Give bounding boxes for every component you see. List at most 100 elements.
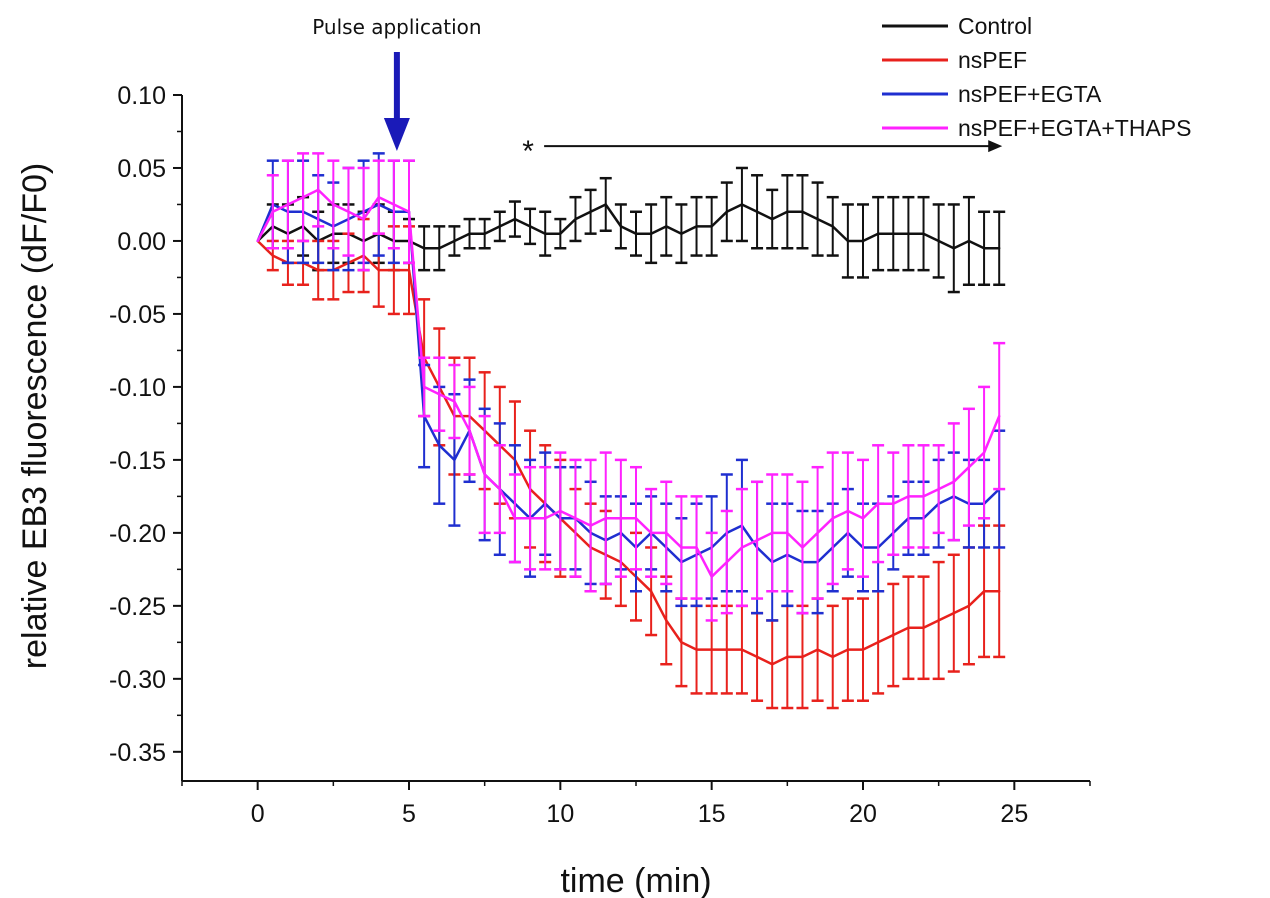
data-point bbox=[846, 648, 850, 651]
data-point bbox=[816, 217, 819, 221]
data-point bbox=[952, 480, 955, 483]
data-point bbox=[256, 239, 259, 243]
data-point bbox=[846, 239, 850, 243]
data-point bbox=[574, 517, 577, 520]
series-line bbox=[256, 203, 1001, 564]
legend-label: nsPEF+EGTA bbox=[958, 81, 1102, 107]
series-nspef-egta-thaps bbox=[256, 152, 1006, 622]
data-point bbox=[831, 517, 834, 520]
data-point bbox=[952, 611, 955, 615]
data-point bbox=[362, 217, 365, 221]
data-point bbox=[876, 641, 880, 644]
data-point bbox=[271, 254, 274, 257]
data-point bbox=[649, 590, 653, 593]
y-tick-label: -0.10 bbox=[109, 374, 166, 402]
data-point bbox=[755, 210, 759, 213]
y-tick-label: -0.15 bbox=[109, 447, 166, 475]
data-point bbox=[377, 268, 380, 272]
data-point bbox=[922, 626, 925, 629]
data-point bbox=[695, 648, 698, 651]
data-point bbox=[680, 641, 683, 644]
y-tick-label: 0.00 bbox=[117, 228, 166, 256]
data-point bbox=[725, 210, 728, 213]
series-control bbox=[256, 166, 1006, 294]
data-point bbox=[771, 531, 774, 535]
x-tick-label: 20 bbox=[849, 800, 877, 828]
data-point bbox=[892, 502, 895, 505]
x-tick-label: 10 bbox=[546, 800, 574, 828]
data-point bbox=[786, 531, 789, 535]
data-point bbox=[498, 225, 501, 228]
data-point bbox=[589, 210, 592, 213]
legend-label: nsPEF+EGTA+THAPS bbox=[958, 115, 1191, 141]
data-point bbox=[937, 487, 940, 491]
annotations: Pulse application * bbox=[312, 15, 1003, 168]
data-point bbox=[407, 210, 411, 213]
data-point bbox=[892, 232, 895, 235]
data-point bbox=[801, 546, 804, 549]
data-point bbox=[771, 217, 774, 221]
data-point bbox=[937, 619, 940, 622]
data-point bbox=[740, 546, 744, 549]
data-point bbox=[271, 210, 274, 213]
series-layer bbox=[256, 152, 1006, 710]
data-point bbox=[907, 495, 910, 498]
data-point bbox=[786, 210, 789, 213]
data-point bbox=[438, 444, 441, 447]
series-line bbox=[256, 188, 1001, 578]
data-point bbox=[649, 531, 653, 535]
data-point bbox=[422, 385, 426, 389]
data-point bbox=[377, 195, 380, 199]
data-point bbox=[755, 538, 759, 542]
y-tick-label: 0.05 bbox=[117, 155, 166, 183]
data-point bbox=[604, 517, 607, 520]
x-tick-label: 15 bbox=[698, 800, 726, 828]
data-point bbox=[861, 239, 865, 243]
data-point bbox=[392, 203, 396, 206]
data-point bbox=[634, 517, 638, 520]
data-point bbox=[937, 239, 940, 243]
data-point bbox=[725, 648, 728, 651]
data-point bbox=[453, 400, 456, 403]
data-point bbox=[998, 247, 1001, 250]
y-tick-label: -0.05 bbox=[109, 301, 166, 329]
axes: 0 5 10 15 20 25 0.10 0.05 0.00 -0.05 -0.10 -0.15 -0.… bbox=[109, 82, 1091, 828]
data-point bbox=[332, 203, 335, 206]
data-point bbox=[680, 546, 683, 549]
data-point bbox=[528, 517, 532, 520]
data-point bbox=[846, 509, 850, 513]
data-point bbox=[301, 195, 305, 199]
y-tick-label: -0.30 bbox=[109, 666, 166, 694]
pulse-arrow-head bbox=[383, 118, 410, 151]
data-point bbox=[907, 626, 910, 629]
data-point bbox=[483, 232, 486, 235]
data-point bbox=[483, 473, 486, 476]
data-point bbox=[634, 232, 638, 235]
data-point bbox=[438, 393, 441, 396]
data-point bbox=[786, 655, 789, 659]
data-point bbox=[876, 232, 880, 235]
data-point bbox=[347, 210, 350, 213]
data-point bbox=[861, 517, 865, 520]
data-point bbox=[317, 268, 320, 272]
legend-label: nsPEF bbox=[958, 47, 1027, 73]
data-point bbox=[468, 232, 471, 235]
data-point bbox=[513, 517, 517, 520]
data-point bbox=[574, 217, 577, 221]
x-tick-label: 25 bbox=[1000, 800, 1028, 828]
significance-arrow-head bbox=[988, 140, 1003, 153]
data-point bbox=[559, 232, 562, 235]
data-point bbox=[998, 414, 1001, 418]
data-point bbox=[831, 225, 834, 228]
significance-star: * bbox=[522, 135, 534, 168]
data-point bbox=[422, 247, 426, 250]
data-point bbox=[695, 225, 698, 228]
data-point bbox=[907, 232, 910, 235]
data-point bbox=[695, 546, 698, 549]
data-point bbox=[438, 247, 441, 250]
data-point bbox=[831, 655, 834, 659]
data-point bbox=[771, 663, 774, 666]
data-point bbox=[544, 232, 547, 235]
data-point bbox=[649, 232, 653, 235]
data-point bbox=[513, 217, 517, 221]
